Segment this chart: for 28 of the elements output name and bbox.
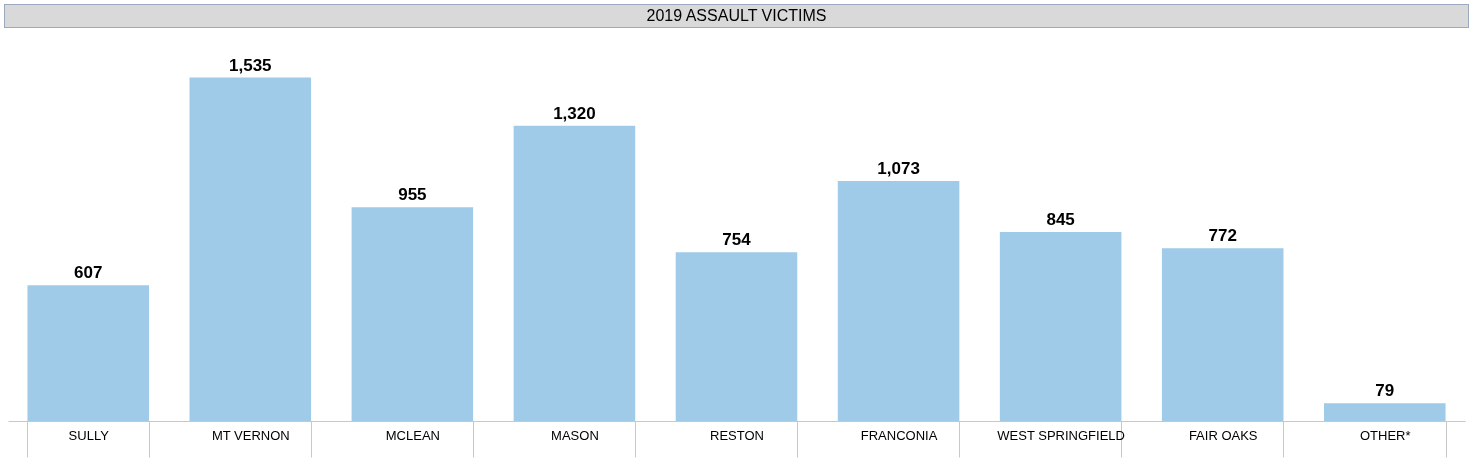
bar: [1161, 248, 1284, 421]
bar: [27, 285, 149, 421]
x-tick-label: MASON: [551, 427, 599, 443]
x-tick-label: OTHER*: [1359, 427, 1411, 443]
bar: [675, 252, 798, 421]
x-tick-label: RESTON: [710, 427, 764, 443]
x-tick-label: MCLEAN: [385, 427, 440, 443]
bar: [189, 77, 312, 421]
x-tick-label: WEST SPRINGFIELD: [997, 427, 1125, 443]
x-tick-label: FRANCONIA: [860, 427, 938, 443]
data-label: 955: [398, 185, 427, 205]
bar: [1324, 403, 1446, 421]
x-tick-label: MT VERNON: [211, 427, 290, 443]
data-label: 1,535: [229, 55, 272, 75]
x-tick-label: SULLY: [68, 427, 110, 443]
data-label: 1,320: [553, 103, 596, 123]
data-label: 772: [1208, 226, 1237, 246]
bar: [513, 125, 636, 421]
data-label: 1,073: [877, 158, 920, 178]
x-tick-label: FAIR OAKS: [1188, 427, 1258, 443]
chart-title: 2019 ASSAULT VICTIMS: [4, 4, 1469, 28]
bar: [837, 180, 960, 421]
data-label: 607: [74, 263, 103, 283]
data-label: 845: [1046, 209, 1075, 229]
bar: [351, 207, 474, 421]
bar: [999, 231, 1122, 421]
data-label: 754: [722, 230, 752, 250]
data-label: 79: [1375, 381, 1395, 401]
